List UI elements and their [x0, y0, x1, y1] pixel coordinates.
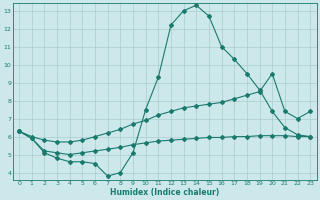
X-axis label: Humidex (Indice chaleur): Humidex (Indice chaleur)	[110, 188, 219, 197]
